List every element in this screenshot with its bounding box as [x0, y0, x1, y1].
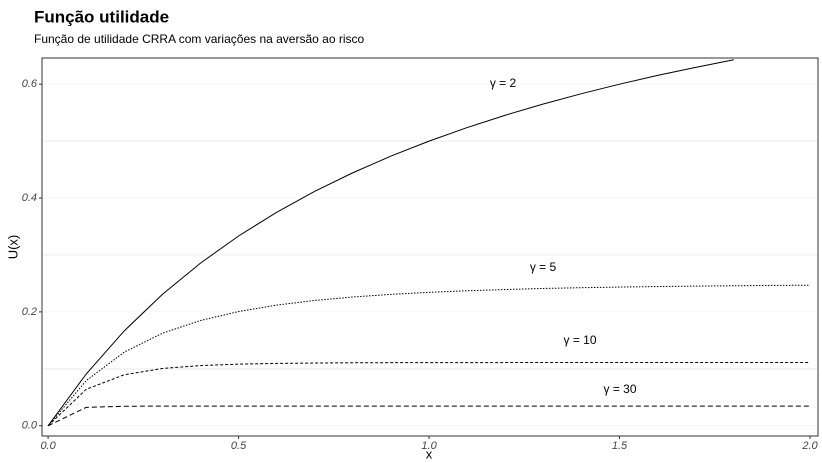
x-tick-label: 2.0	[801, 440, 818, 452]
y-tick-label: 0.4	[22, 192, 37, 204]
y-tick-label: 0.0	[22, 420, 38, 432]
line	[47, 362, 810, 427]
line	[47, 405, 810, 427]
plot-border	[41, 57, 819, 437]
x-tick-label: 1.0	[421, 440, 437, 452]
series-label: γ = 2	[490, 76, 517, 90]
y-axis-title: U(x)	[5, 235, 20, 260]
series-label: γ = 5	[530, 260, 557, 274]
series-label: γ = 30	[603, 382, 636, 396]
x-tick-label: 1.5	[612, 440, 628, 452]
line	[47, 59, 734, 427]
chart-title: Função utilidade	[34, 7, 169, 26]
y-tick-label: 0.6	[22, 78, 38, 90]
line	[47, 284, 811, 427]
x-tick-label: 0.5	[231, 440, 247, 452]
y-tick-label: 0.2	[22, 306, 37, 318]
x-axis-title: x	[426, 446, 433, 461]
x-tick-label: 0.0	[40, 440, 56, 452]
chart-subtitle: Função de utilidade CRRA com variações n…	[34, 32, 364, 46]
series-label: γ = 10	[563, 333, 596, 347]
